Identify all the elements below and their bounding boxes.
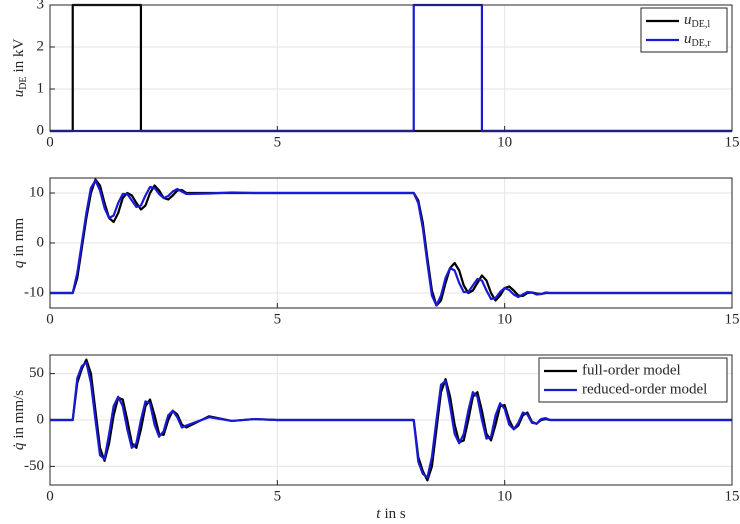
x-tick-label: 5 — [274, 134, 282, 150]
y-axis-label: q̇ in mm/s — [11, 390, 27, 450]
legend-box — [640, 7, 728, 53]
y-tick-label: 50 — [29, 365, 44, 381]
x-tick-label: 0 — [46, 311, 54, 327]
axes-frame — [49, 354, 733, 486]
legend-label: reduced-order model — [582, 381, 707, 397]
label-symbol: q — [11, 260, 27, 268]
legend-subscript: DE,r — [692, 38, 712, 49]
label-text: in mm/s — [11, 390, 27, 439]
legend-symbol: u — [684, 31, 692, 47]
x-tick-label: 15 — [725, 134, 740, 150]
x-tick-label: 5 — [274, 488, 282, 504]
y-tick-label: 1 — [37, 80, 45, 96]
y-tick-label: 10 — [29, 184, 44, 200]
legend-box — [538, 357, 728, 403]
x-tick-label: 10 — [497, 311, 512, 327]
series-line — [50, 179, 732, 307]
x-tick-label: 5 — [274, 311, 282, 327]
y-tick-label: 0 — [37, 234, 45, 250]
y-axis-label: q in mm — [11, 218, 27, 269]
x-axis-label: t in s — [376, 506, 406, 522]
plot-area — [50, 5, 732, 131]
label-symbol: q̇ — [11, 442, 27, 450]
x-tick-label: 0 — [46, 134, 54, 150]
axes-frame — [49, 177, 733, 309]
x-tick-label: 15 — [725, 311, 740, 327]
legend-label: uDE,l — [684, 12, 710, 30]
label-text: in s — [384, 506, 405, 522]
label-symbol: t — [376, 506, 381, 522]
label-text: in mm — [11, 218, 27, 257]
y-tick-label: 0 — [37, 122, 45, 138]
x-tick-label: 10 — [497, 134, 512, 150]
x-tick-label: 0 — [46, 488, 54, 504]
y-tick-label: 3 — [37, 0, 45, 12]
y-axis-label: uDE in kV — [11, 39, 29, 98]
y-tick-label: 2 — [37, 38, 45, 54]
y-tick-label: -50 — [24, 458, 44, 474]
x-tick-label: 15 — [725, 488, 740, 504]
legend-label: uDE,r — [684, 31, 711, 49]
label-subscript: DE — [18, 76, 29, 89]
legend-subscript: DE,l — [692, 19, 711, 30]
legend-label: full-order model — [582, 362, 681, 378]
legend-symbol: u — [684, 12, 692, 28]
label-text: in kV — [11, 39, 27, 73]
label-symbol: u — [11, 90, 27, 98]
y-tick-label: 0 — [37, 411, 45, 427]
series-line — [50, 361, 732, 479]
axes-frame — [49, 4, 733, 132]
x-tick-label: 10 — [497, 488, 512, 504]
y-tick-label: -10 — [24, 284, 44, 300]
